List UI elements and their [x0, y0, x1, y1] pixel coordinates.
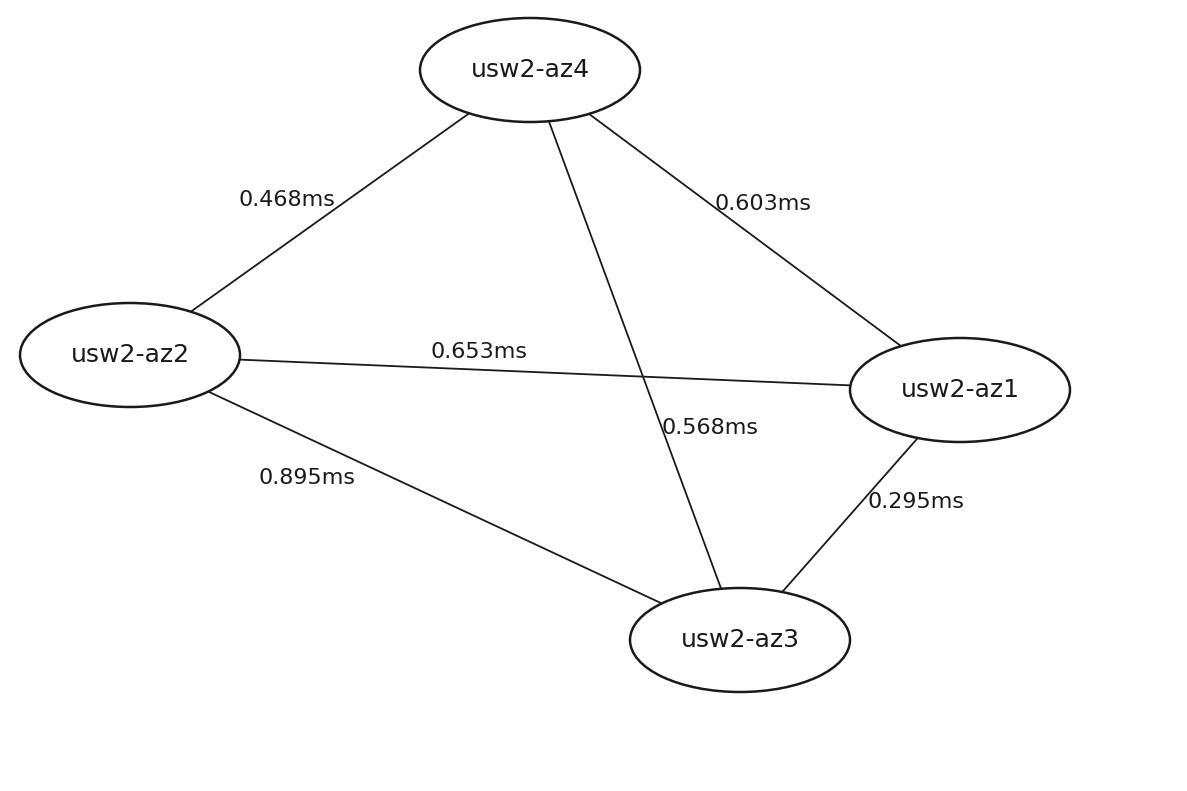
Text: 0.653ms: 0.653ms: [430, 342, 527, 361]
Text: usw2-az2: usw2-az2: [70, 343, 190, 367]
Ellipse shape: [420, 18, 640, 122]
Text: usw2-az4: usw2-az4: [470, 58, 590, 82]
Text: 0.568ms: 0.568ms: [661, 418, 758, 438]
Text: 0.468ms: 0.468ms: [239, 190, 336, 210]
Text: usw2-az3: usw2-az3: [680, 628, 800, 652]
Text: 0.603ms: 0.603ms: [715, 194, 812, 214]
Text: 0.295ms: 0.295ms: [868, 493, 965, 513]
Text: usw2-az1: usw2-az1: [901, 378, 1020, 402]
Ellipse shape: [850, 338, 1069, 442]
Ellipse shape: [20, 303, 240, 407]
Text: 0.895ms: 0.895ms: [259, 468, 355, 488]
Ellipse shape: [630, 588, 850, 692]
